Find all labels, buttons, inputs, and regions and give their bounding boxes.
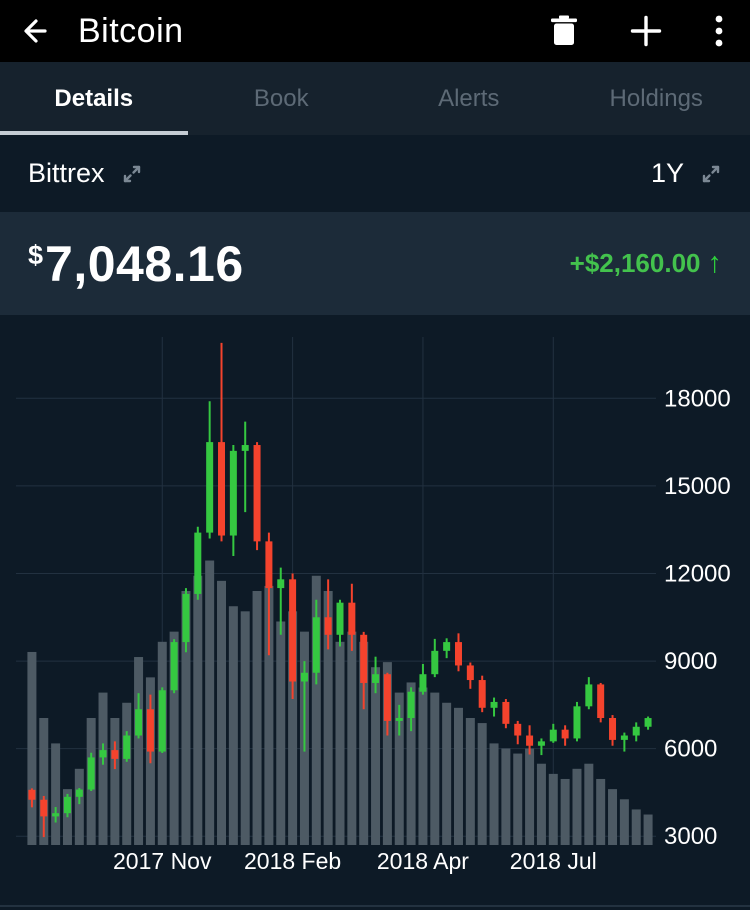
time-range-label: 1Y [650,158,684,188]
page-title: Bitcoin [78,11,184,50]
candlestick-chart[interactable]: 3000 6000 9000 12000 15000 18000 2017 Nov 2018 … [0,315,750,895]
app-bar-actions [550,14,724,48]
exchange-name: Bittrex [28,158,105,188]
time-range-selector[interactable]: 1Y [651,158,722,189]
price-change: +$2,160.00 ↑ [570,247,722,280]
tab-details-label: Details [54,84,134,112]
back-button[interactable] [16,14,50,48]
tab-bar: Details Book Alerts Holdings [0,62,750,135]
delete-button[interactable] [550,15,578,47]
trash-icon [551,15,577,45]
svg-text:2018 Jul: 2018 Jul [510,848,597,874]
svg-text:3000: 3000 [664,823,717,850]
plus-icon [630,15,662,47]
tab-book-label: Book [253,84,309,112]
price-row: $7,048.16 +$2,160.00 ↑ [0,212,750,315]
tab-holdings[interactable]: Holdings [563,62,750,135]
current-price: $7,048.16 [28,235,244,293]
bottom-divider [0,895,750,910]
tab-alerts-label: Alerts [438,84,500,112]
selector-row: Bittrex 1Y [0,135,750,212]
kebab-menu-icon [715,15,723,47]
overflow-menu-button[interactable] [714,14,724,48]
price-value: 7,048.16 [45,235,244,292]
svg-text:2018 Apr: 2018 Apr [377,848,469,874]
tab-alerts[interactable]: Alerts [375,62,563,135]
change-value: +$2,160.00 [569,248,701,278]
svg-text:2018 Feb: 2018 Feb [244,848,341,874]
price-chart[interactable]: 3000 6000 9000 12000 15000 18000 2017 Nov 2018 … [0,315,750,895]
currency-symbol: $ [28,239,44,270]
up-arrow-icon: ↑ [707,247,723,279]
expand-diagonal-icon [123,165,140,182]
svg-text:15000: 15000 [664,473,731,500]
svg-text:12000: 12000 [664,560,731,587]
exchange-selector[interactable]: Bittrex [28,158,143,189]
expand-diagonal-icon [702,165,720,182]
svg-text:18000: 18000 [664,385,731,412]
tab-details[interactable]: Details [0,62,188,135]
svg-text:6000: 6000 [664,736,717,763]
tab-book[interactable]: Book [188,62,376,135]
app-bar: Bitcoin [0,0,750,62]
svg-text:2017 Nov: 2017 Nov [113,848,212,874]
svg-text:9000: 9000 [664,648,717,675]
add-button[interactable] [630,15,662,47]
back-arrow-icon [24,19,47,43]
tab-holdings-label: Holdings [609,84,703,112]
